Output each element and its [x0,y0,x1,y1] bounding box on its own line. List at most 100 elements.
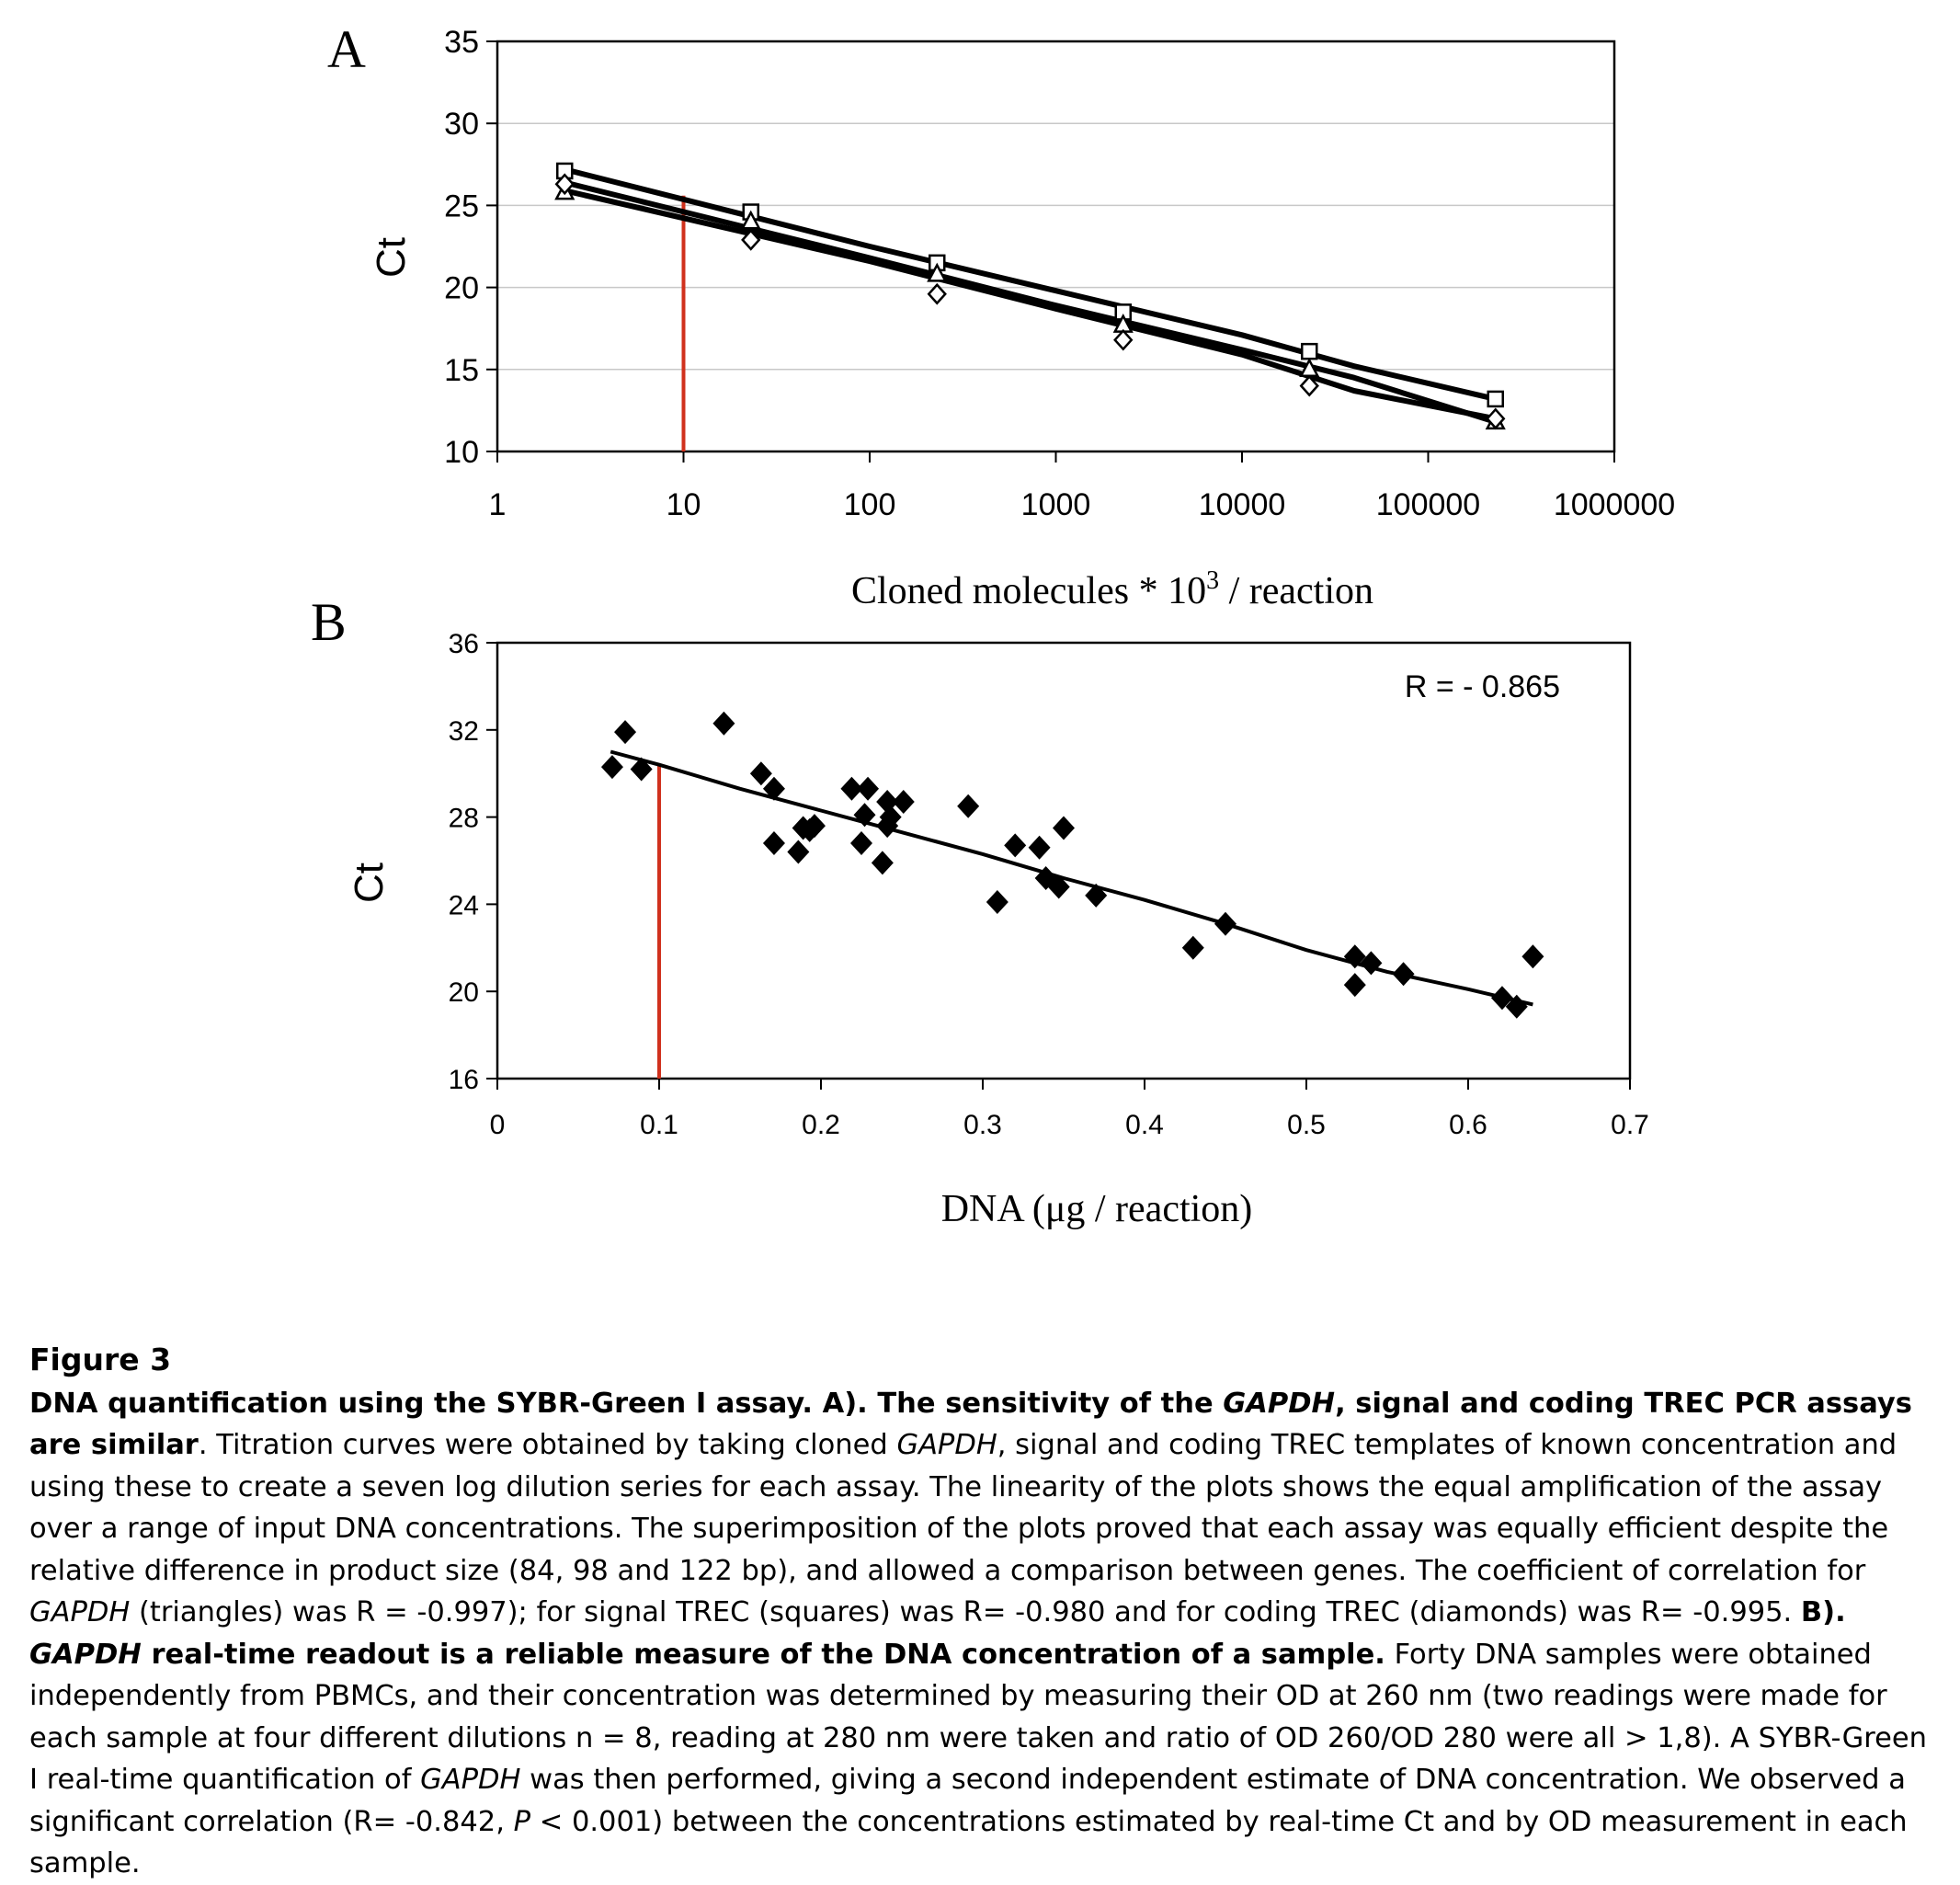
chart-a-xlabel: Cloned molecules * 103 / reaction [851,566,1373,612]
chart-b-point [600,755,623,780]
chart-a-xtick-label: 10000 [1199,487,1286,522]
caption-text-5: was then performed, giving a second inde… [29,1764,1906,1838]
chart-b-xtick-label: 0.3 [963,1110,1002,1140]
caption-title-a-end: , signal and coding TREC PCR assays are … [29,1387,1912,1462]
chart-a-xtick-label: 100000 [1376,487,1480,522]
caption-gene-1: GAPDH [896,1429,997,1461]
chart-a-ytick-label: 20 [444,271,479,306]
chart-b-point [1490,986,1513,1011]
chart-b-point [850,831,872,856]
chart-b-xtick-label: 0.6 [1449,1110,1487,1140]
chart-b-point [853,803,876,828]
chart-b-point [1392,962,1415,987]
chart-a-xtick-label: 10 [667,487,701,522]
chart-b-xtick-label: 0.7 [1611,1110,1649,1140]
chart-b-point [892,790,915,815]
chart-b-point [1360,951,1383,976]
chart-a-point-diamond [1486,407,1506,430]
panel-b-letter: B [311,592,347,652]
caption-title-b-end: real-time readout is a reliable measure … [141,1638,1385,1671]
chart-b-point [1343,944,1366,969]
chart-b-ytick-label: 32 [449,716,479,747]
chart-b-ytick-label: 24 [449,890,479,920]
chart-a-series-line-square [564,166,1497,402]
chart-b-point [857,776,880,801]
chart-a-point-diamond [1113,328,1134,351]
caption-text: Figure 3 DNA quantification using the SY… [29,1339,1937,1885]
caption-gene-3: GAPDH [420,1764,521,1796]
chart-b-point [871,851,894,875]
chart-a-ytick-label: 35 [444,25,479,60]
chart-a-ytick-label: 10 [444,435,479,470]
chart-b-point [957,794,980,818]
chart-a-xtick-label: 1000000 [1554,487,1675,522]
chart-a-plot-frame [496,40,1616,453]
chart-a-point-diamond [1299,374,1319,397]
chart-b-point [840,776,863,801]
chart-b-ylabel: Ct [347,863,392,903]
chart-b-xtick-label: 0 [490,1110,506,1140]
chart-b-ytick-label: 28 [449,804,479,834]
caption-title-a: DNA quantification using the SYBR-Green … [29,1387,1224,1420]
chart-b-point [1521,944,1544,969]
chart-a-ytick-label: 15 [444,353,479,388]
chart-a-series-line-triangle [564,179,1497,425]
chart-b-point [986,890,1008,915]
chart-b-xtick-label: 0.4 [1125,1110,1164,1140]
figure-area: A 10 15 20 25 30 35 1 10 100 1000 10000 100000 10000… [311,19,1675,1230]
chart-b-point [749,761,772,786]
chart-b-point [1181,935,1204,960]
chart-a-ylabel: Ct [369,237,414,278]
chart-b-point [787,840,810,864]
chart-a-series-line-diamond [564,188,1497,422]
chart-b-point [712,711,735,736]
caption-text-1: . Titration curves were obtained by taki… [198,1429,897,1461]
chart-a-point-diamond [927,282,947,305]
chart-a: 10 15 20 25 30 35 1 10 100 1000 10000 100000 1000000 [444,25,1675,522]
chart-b-point [1047,874,1070,899]
caption-text-4: Forty DNA samples were obtained independ… [29,1638,1927,1797]
chart-b-ytick-label: 20 [449,977,479,1008]
caption-gene-2: GAPDH [29,1596,131,1628]
chart-a-point-square [1300,342,1318,360]
caption-text-2: , signal and coding TREC templates of kn… [29,1429,1897,1587]
chart-a-xtick-label: 1000 [1021,487,1091,522]
chart-b-xlabel: DNA (μg / reaction) [941,1188,1253,1230]
chart-b-xtick-label: 0.1 [640,1110,678,1140]
figure-caption: Figure 3 DNA quantification using the SY… [29,1339,1937,1885]
chart-a-point-triangle [927,262,948,282]
chart-b-correlation-annotation: R = - 0.865 [1405,669,1560,704]
chart-b-point [762,831,785,856]
panel-a-letter: A [327,19,366,79]
chart-b-trend-line [610,749,1533,1007]
chart-b-point [1004,833,1027,858]
chart-a-point-diamond [554,173,575,196]
caption-title-a-gene: GAPDH [1223,1387,1336,1420]
chart-b-xtick-label: 0.5 [1287,1110,1326,1140]
caption-title-b: B). [1800,1596,1846,1628]
chart-a-point-triangle [740,210,761,230]
chart-a-point-diamond [741,228,761,251]
chart-b-point [1214,911,1236,936]
chart-b-point [614,720,637,745]
chart-b-plot-frame [496,641,1632,1080]
chart-b-xtick-label: 0.2 [802,1110,840,1140]
chart-b-ytick-label: 16 [449,1065,479,1095]
chart-a-xtick-label: 1 [489,487,507,522]
chart-b-point [803,814,826,839]
chart-b-point [1085,883,1108,908]
chart-b-point [762,776,785,801]
chart-a-ytick-label: 25 [444,188,479,223]
chart-a-point-square [1487,390,1504,408]
caption-p-symbol: P [513,1805,530,1838]
chart-b-point [879,805,902,829]
chart-b: 16 20 24 28 32 36 0 0.1 0.2 0.3 0.4 0.5 0.6 0.7 [449,629,1649,1140]
chart-b-point [1028,835,1051,860]
chart-b-point [630,757,653,782]
chart-a-xtick-label: 100 [844,487,896,522]
chart-b-point [1053,816,1075,840]
figure-label: Figure 3 [29,1342,172,1377]
chart-b-point [1505,994,1528,1019]
chart-b-ytick-label: 36 [449,629,479,659]
caption-text-6: < 0.001) between the concentrations esti… [29,1805,1908,1880]
